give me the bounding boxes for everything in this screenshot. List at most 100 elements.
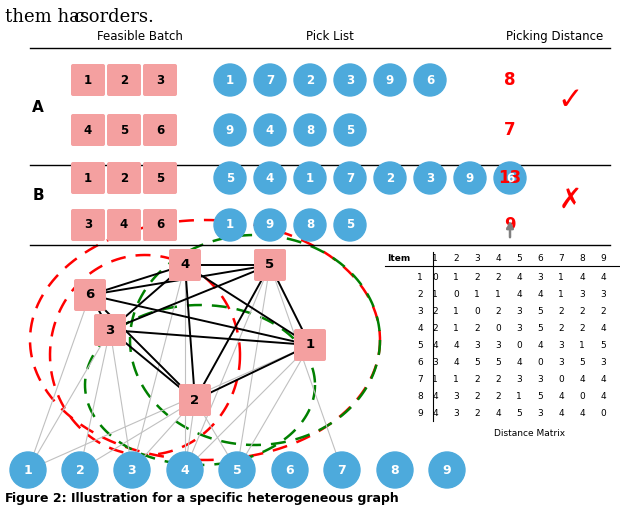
Text: 6: 6 xyxy=(86,289,95,301)
Text: 1: 1 xyxy=(432,375,438,384)
Text: 1: 1 xyxy=(432,254,438,263)
Text: 5: 5 xyxy=(495,358,501,367)
Text: 0: 0 xyxy=(579,392,585,401)
Text: 7: 7 xyxy=(504,121,516,139)
Text: B: B xyxy=(32,188,44,203)
Circle shape xyxy=(114,452,150,488)
Circle shape xyxy=(294,162,326,194)
Text: 1: 1 xyxy=(306,338,314,352)
Circle shape xyxy=(254,162,286,194)
Text: Pick List: Pick List xyxy=(306,30,354,43)
Text: 3: 3 xyxy=(495,341,501,350)
Circle shape xyxy=(294,64,326,96)
FancyBboxPatch shape xyxy=(143,162,177,194)
Text: 4: 4 xyxy=(432,341,438,350)
Text: 3: 3 xyxy=(516,375,522,384)
Text: 13: 13 xyxy=(498,169,521,187)
Circle shape xyxy=(324,452,360,488)
Text: 2: 2 xyxy=(495,307,501,316)
Text: 3: 3 xyxy=(600,290,606,299)
Text: 3: 3 xyxy=(558,358,564,367)
Text: 3: 3 xyxy=(84,219,92,232)
Circle shape xyxy=(10,452,46,488)
Text: 1: 1 xyxy=(432,290,438,299)
Text: Feasible Batch: Feasible Batch xyxy=(97,30,183,43)
FancyBboxPatch shape xyxy=(179,384,211,416)
Text: 1: 1 xyxy=(453,324,459,333)
Text: igure 2: Illustration for a specific heterogeneous graph: igure 2: Illustration for a specific het… xyxy=(12,492,399,505)
Text: 9: 9 xyxy=(417,409,423,418)
Text: Picking Distance: Picking Distance xyxy=(507,30,604,43)
Text: 5: 5 xyxy=(120,123,128,137)
FancyBboxPatch shape xyxy=(107,209,141,241)
Text: 9: 9 xyxy=(466,171,474,184)
Text: 5: 5 xyxy=(579,358,585,367)
Text: 4: 4 xyxy=(579,273,585,282)
Circle shape xyxy=(214,64,246,96)
Text: 7: 7 xyxy=(558,254,564,263)
Text: ✓: ✓ xyxy=(557,85,583,114)
Text: 3: 3 xyxy=(516,307,522,316)
Text: 4: 4 xyxy=(432,392,438,401)
Text: 4: 4 xyxy=(417,324,423,333)
Text: 2: 2 xyxy=(600,307,606,316)
Text: 0: 0 xyxy=(537,358,543,367)
FancyBboxPatch shape xyxy=(294,329,326,361)
Circle shape xyxy=(214,114,246,146)
Text: c: c xyxy=(73,8,83,26)
Text: 0: 0 xyxy=(516,341,522,350)
Text: 1: 1 xyxy=(516,392,522,401)
Text: 2: 2 xyxy=(432,307,438,316)
Text: 3: 3 xyxy=(474,254,480,263)
Text: 3: 3 xyxy=(105,324,115,337)
Circle shape xyxy=(219,452,255,488)
FancyBboxPatch shape xyxy=(71,114,105,146)
Text: 4: 4 xyxy=(600,324,606,333)
Text: 5: 5 xyxy=(346,219,354,232)
Text: 4: 4 xyxy=(516,358,522,367)
Text: 2: 2 xyxy=(120,74,128,87)
Text: 2: 2 xyxy=(579,307,585,316)
Text: 3: 3 xyxy=(417,307,423,316)
Text: 2: 2 xyxy=(474,324,480,333)
Text: 4: 4 xyxy=(495,254,501,263)
Text: 2: 2 xyxy=(474,392,480,401)
Text: 2: 2 xyxy=(495,273,501,282)
Text: 5: 5 xyxy=(232,464,241,477)
Text: 4: 4 xyxy=(266,171,274,184)
Text: ✗: ✗ xyxy=(559,186,582,214)
Text: 4: 4 xyxy=(432,409,438,418)
Text: 4: 4 xyxy=(516,290,522,299)
Text: 6: 6 xyxy=(156,123,164,137)
Text: 1: 1 xyxy=(453,307,459,316)
Text: 3: 3 xyxy=(432,358,438,367)
Circle shape xyxy=(374,162,406,194)
Text: 9: 9 xyxy=(443,464,451,477)
Text: F: F xyxy=(5,492,14,505)
Text: 9: 9 xyxy=(226,123,234,137)
Text: 3: 3 xyxy=(156,74,164,87)
Text: 4: 4 xyxy=(120,219,128,232)
Text: A: A xyxy=(32,99,44,114)
Circle shape xyxy=(414,64,446,96)
Circle shape xyxy=(429,452,465,488)
Text: 1: 1 xyxy=(226,74,234,87)
Text: 5: 5 xyxy=(600,341,606,350)
Text: 9: 9 xyxy=(386,74,394,87)
Text: 5: 5 xyxy=(537,307,543,316)
Text: 5: 5 xyxy=(474,358,480,367)
Text: 5: 5 xyxy=(265,258,275,271)
Text: them has: them has xyxy=(5,8,95,26)
Text: 4: 4 xyxy=(579,375,585,384)
FancyBboxPatch shape xyxy=(107,162,141,194)
Circle shape xyxy=(334,114,366,146)
Text: 7: 7 xyxy=(266,74,274,87)
Circle shape xyxy=(377,452,413,488)
Text: 4: 4 xyxy=(516,273,522,282)
Text: 1: 1 xyxy=(558,290,564,299)
Text: 4: 4 xyxy=(537,290,543,299)
Text: 2: 2 xyxy=(558,307,564,316)
Text: 4: 4 xyxy=(558,409,564,418)
Text: 5: 5 xyxy=(417,341,423,350)
Text: 3: 3 xyxy=(558,341,564,350)
